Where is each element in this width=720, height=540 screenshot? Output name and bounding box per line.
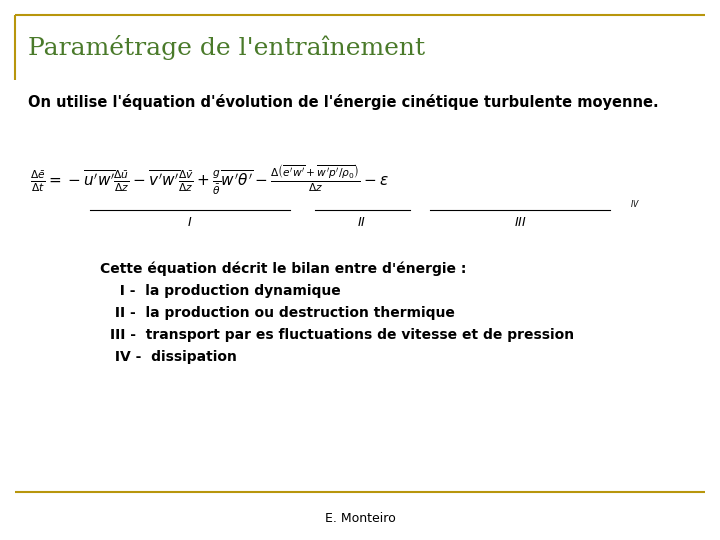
Text: $II$: $II$	[357, 215, 366, 228]
Text: Cette équation décrit le bilan entre d'énergie :: Cette équation décrit le bilan entre d'é…	[100, 262, 467, 276]
Text: $III$: $III$	[513, 215, 526, 228]
Text: $\frac{\Delta \bar{e}}{\Delta t} = -\overline{u'w'}\frac{\Delta \bar{u}}{\Delta : $\frac{\Delta \bar{e}}{\Delta t} = -\ove…	[30, 163, 389, 197]
Text: Paramétrage de l'entraînement: Paramétrage de l'entraînement	[28, 36, 425, 60]
Text: I -  la production dynamique: I - la production dynamique	[110, 284, 341, 298]
Text: On utilise l'équation d'évolution de l'énergie cinétique turbulente moyenne.: On utilise l'équation d'évolution de l'é…	[28, 94, 659, 110]
Text: $I$: $I$	[187, 215, 193, 228]
Text: II -  la production ou destruction thermique: II - la production ou destruction thermi…	[110, 306, 455, 320]
Text: III -  transport par es fluctuations de vitesse et de pression: III - transport par es fluctuations de v…	[110, 328, 574, 342]
Text: IV -  dissipation: IV - dissipation	[110, 350, 237, 364]
Text: ${}_{IV}$: ${}_{IV}$	[630, 199, 640, 211]
Text: E. Monteiro: E. Monteiro	[325, 511, 395, 524]
